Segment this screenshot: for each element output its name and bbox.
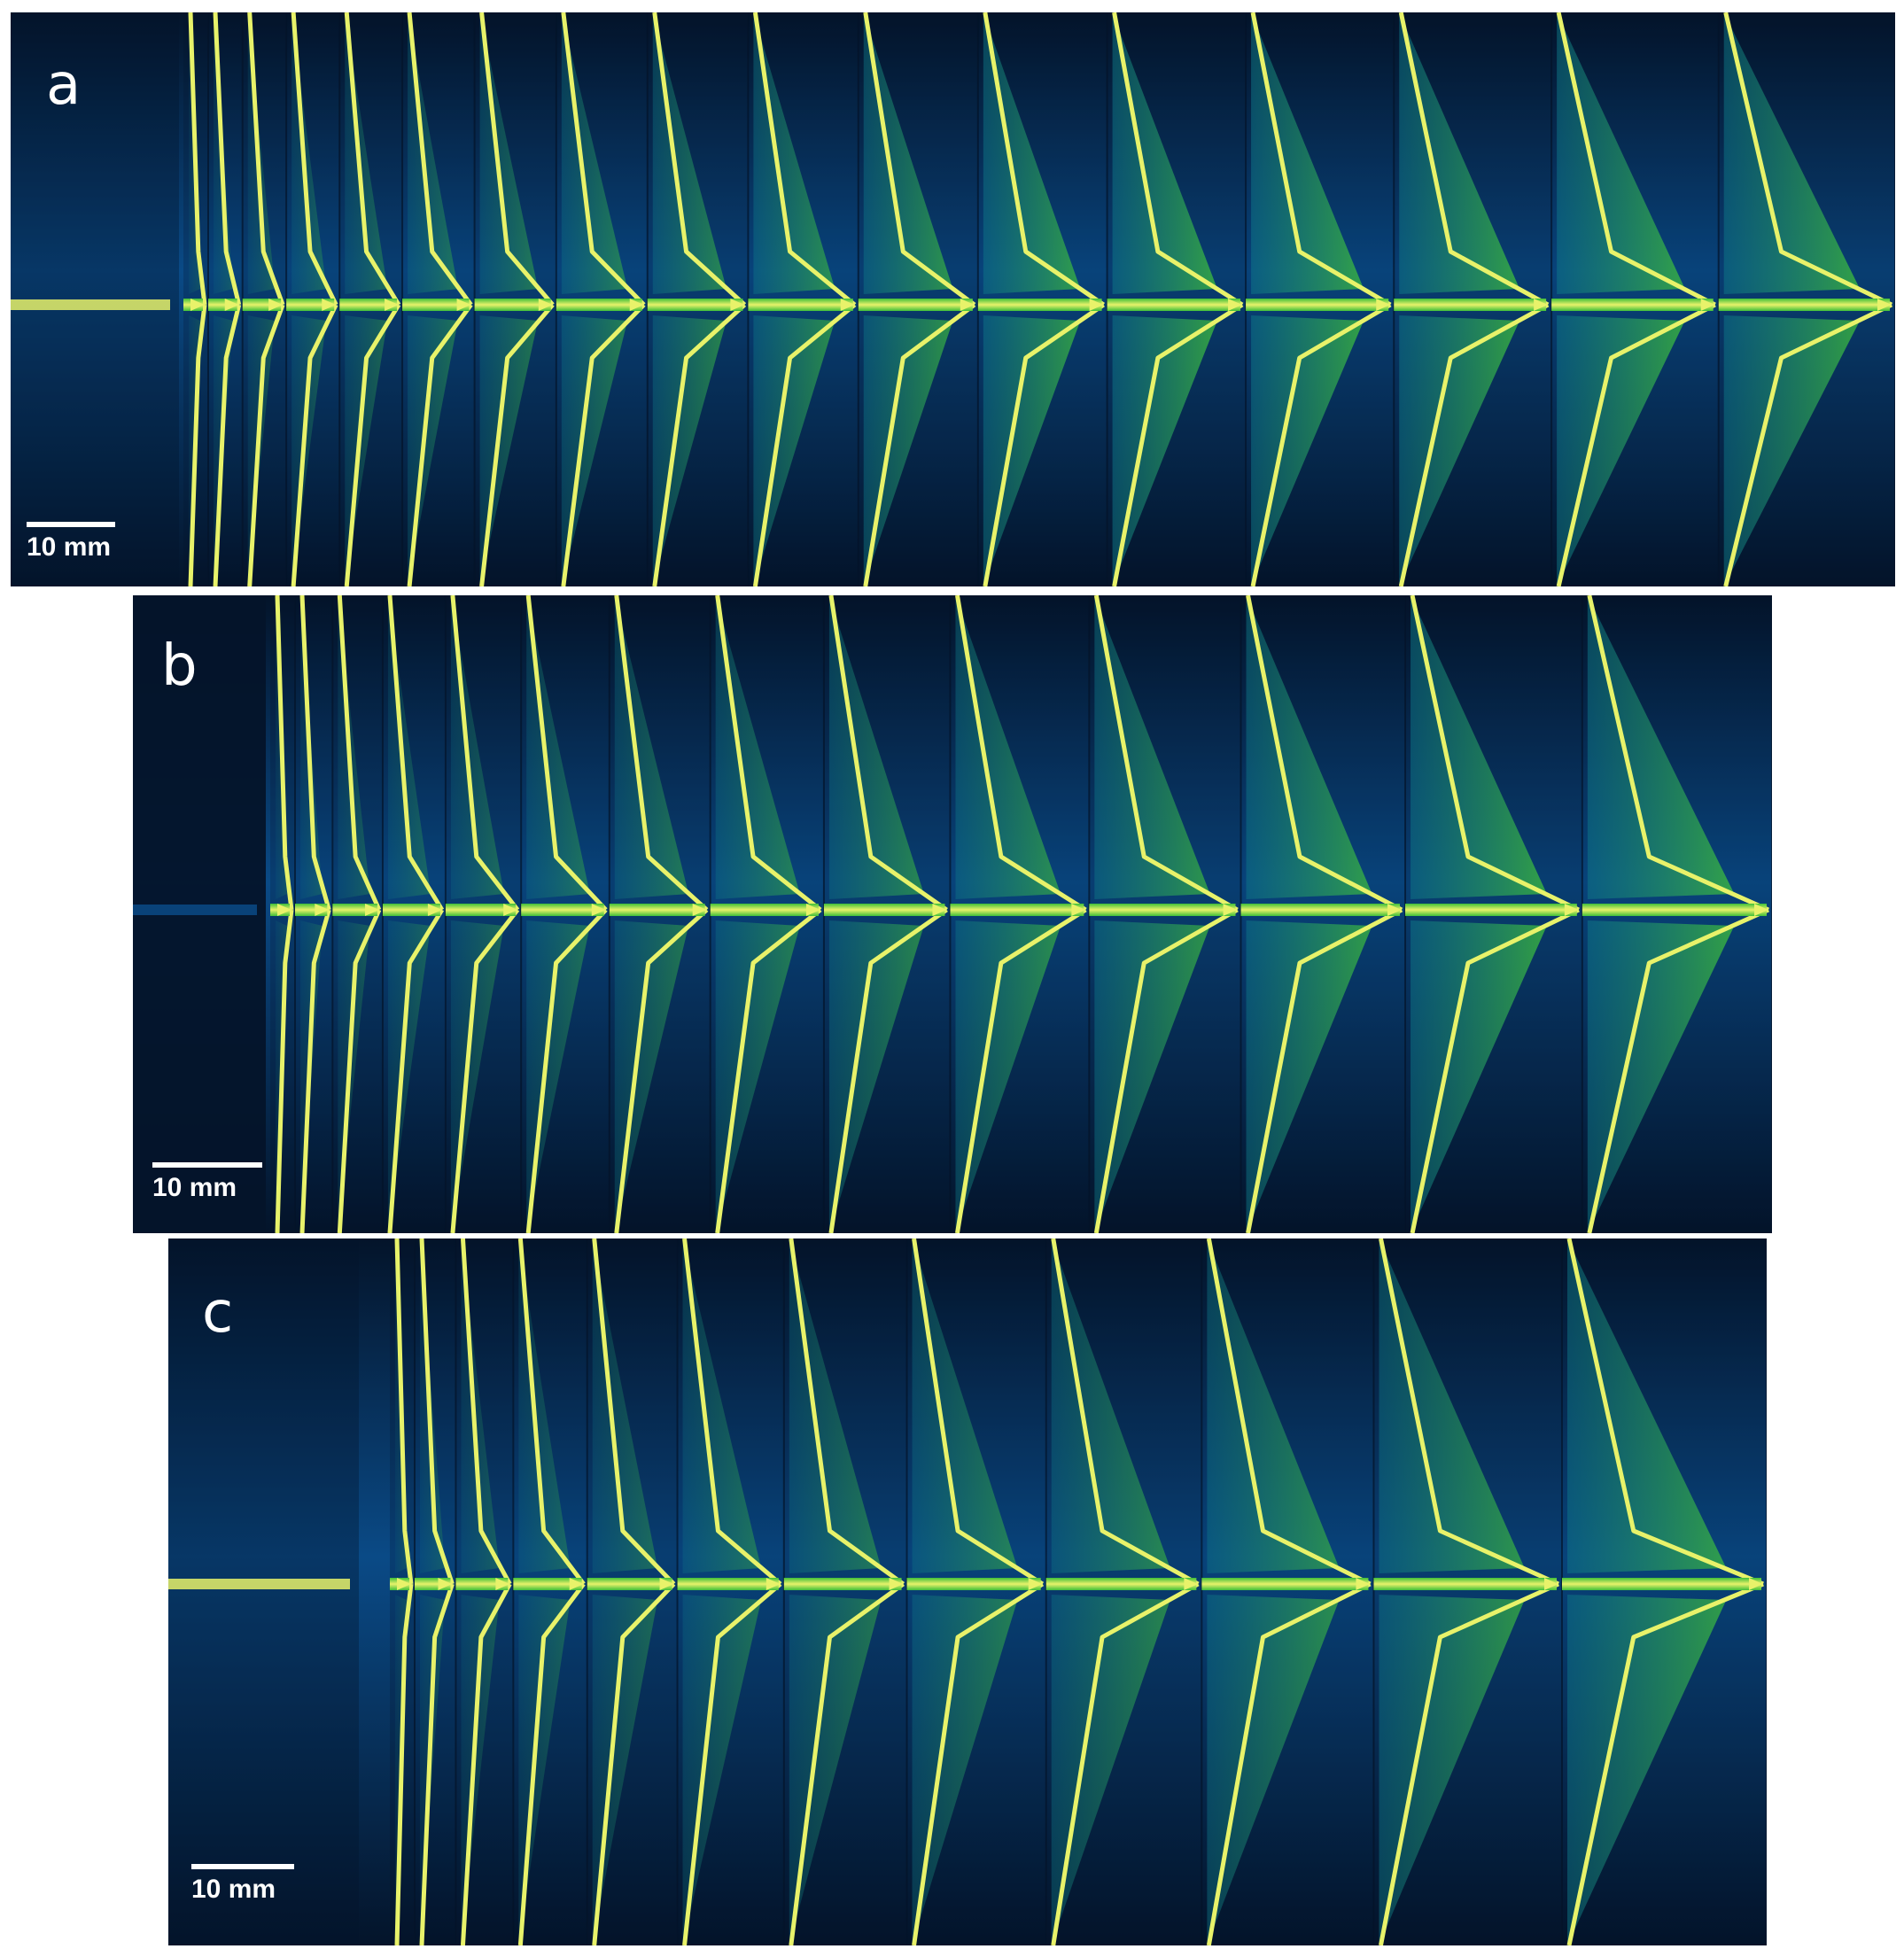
sequence-frame xyxy=(1246,12,1395,586)
sequence-frame xyxy=(609,595,711,1233)
panel-b-image xyxy=(133,595,1772,1233)
sequence-frame xyxy=(858,12,979,586)
sequence-frame xyxy=(1045,1239,1203,1945)
sequence-frame xyxy=(295,595,334,1233)
sequence-frame xyxy=(950,595,1091,1233)
scale-bar-label: 10 mm xyxy=(27,532,112,562)
scale-bar: 10 mm xyxy=(27,522,115,563)
panel-label: b xyxy=(161,633,198,699)
scale-bar-line xyxy=(27,522,115,527)
panel-label: a xyxy=(46,52,82,118)
sequence-frame xyxy=(1201,1239,1375,1945)
sequence-frame xyxy=(382,595,447,1233)
panel-c: c 10 mm xyxy=(168,1239,1767,1945)
sequence-frame xyxy=(1581,595,1772,1233)
sequence-frame xyxy=(1394,12,1553,586)
sequence-frame xyxy=(183,12,209,586)
sequence-frame xyxy=(402,12,476,586)
sequence-frame xyxy=(445,595,523,1233)
sequence-frame xyxy=(748,12,859,586)
sequence-frame xyxy=(783,1239,908,1945)
sequence-frame xyxy=(823,595,952,1233)
sequence-frame xyxy=(1405,595,1583,1233)
panel-label: c xyxy=(202,1280,234,1346)
scale-bar: 10 mm xyxy=(191,1864,294,1905)
sequence-frame xyxy=(906,1239,1047,1945)
sequence-frame xyxy=(1562,1239,1767,1945)
scale-bar: 10 mm xyxy=(152,1162,262,1203)
sequence-frame xyxy=(513,1239,588,1945)
sequence-frame xyxy=(332,595,384,1233)
sequence-frame xyxy=(977,12,1108,586)
sequence-frame xyxy=(1107,12,1247,586)
scale-bar-label: 10 mm xyxy=(191,1875,276,1904)
sequence-frame xyxy=(521,595,610,1233)
sequence-frame xyxy=(677,1239,785,1945)
sequence-frame xyxy=(339,12,404,586)
scale-bar-line xyxy=(152,1162,262,1168)
scale-bar-label: 10 mm xyxy=(152,1173,237,1202)
sequence-frame xyxy=(647,12,750,586)
sequence-frame xyxy=(474,12,557,586)
sequence-frame xyxy=(587,1239,679,1945)
panel-b: b 10 mm xyxy=(133,595,1772,1233)
sequence-frame xyxy=(390,1239,416,1945)
sequence-frame xyxy=(208,12,244,586)
sequence-frame xyxy=(455,1239,515,1945)
panel-a: a 10 mm xyxy=(11,12,1895,586)
scale-bar-line xyxy=(191,1864,294,1869)
sequence-frame xyxy=(1240,595,1407,1233)
panel-c-image xyxy=(168,1239,1767,1945)
panel-a-image xyxy=(11,12,1895,586)
sequence-frame xyxy=(1551,12,1720,586)
sequence-frame xyxy=(556,12,649,586)
sequence-frame xyxy=(1089,595,1242,1233)
sequence-frame xyxy=(1718,12,1895,586)
sequence-frame xyxy=(270,595,296,1233)
sequence-frame xyxy=(710,595,825,1233)
sequence-frame xyxy=(1373,1239,1563,1945)
sequence-frame xyxy=(415,1239,457,1945)
sequence-frame xyxy=(242,12,288,586)
image-background xyxy=(168,1239,1767,1945)
sequence-frame xyxy=(286,12,341,586)
